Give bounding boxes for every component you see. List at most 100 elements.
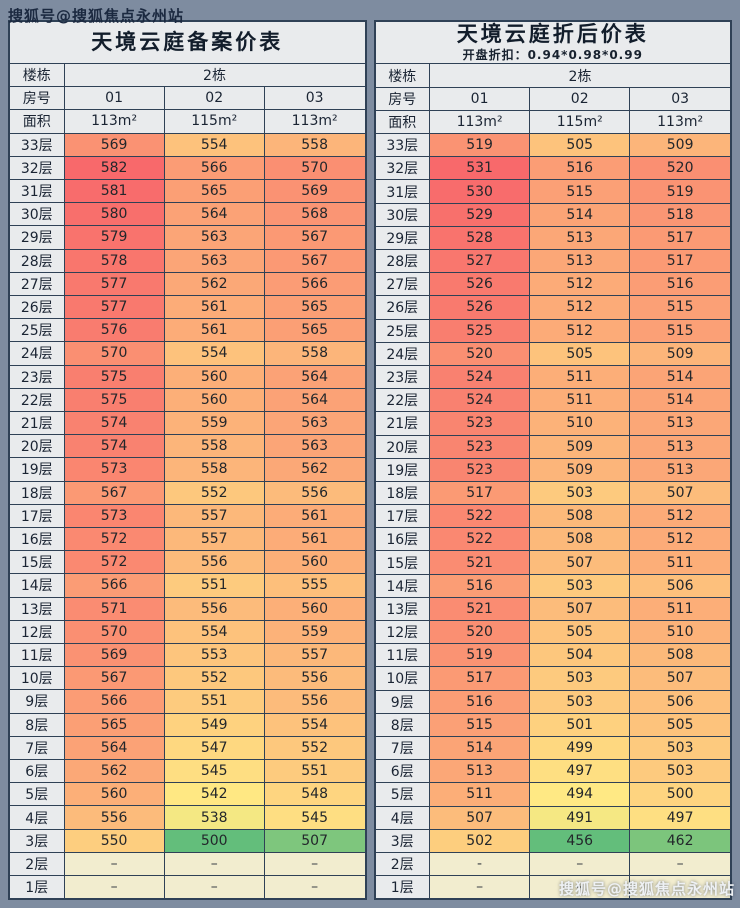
- price-cell: 530: [428, 179, 531, 204]
- price-cell: 513: [428, 759, 531, 784]
- floor-label: 17层: [374, 504, 430, 529]
- room-number: 03: [263, 86, 367, 111]
- floor-label: 13层: [8, 596, 65, 621]
- price-cell: 523: [428, 434, 531, 459]
- price-cell: 567: [63, 666, 165, 691]
- price-cell: 547: [163, 735, 265, 761]
- price-cell: 571: [63, 596, 165, 621]
- price-cell: 521: [428, 550, 531, 575]
- floor-label: 25层: [374, 318, 430, 343]
- price-cell: 569: [63, 642, 165, 668]
- price-cell: 515: [428, 712, 531, 737]
- price-cell: 566: [63, 689, 165, 714]
- price-cell: 573: [63, 457, 165, 482]
- price-cell: 505: [629, 712, 732, 737]
- floor-row: 1层 – – –: [374, 875, 732, 900]
- floor-label: 18层: [374, 480, 430, 506]
- floor-row: 25层 576 561 565: [8, 318, 367, 343]
- floor-label: 1层: [374, 875, 430, 900]
- floor-label: 3层: [8, 828, 65, 853]
- price-cell: 505: [529, 133, 631, 158]
- price-cell: 575: [63, 364, 165, 389]
- floor-row: 7层 514 499 503: [374, 735, 732, 761]
- floor-row: 22层 524 511 514: [374, 388, 732, 413]
- price-cell: 491: [529, 805, 631, 830]
- price-cell: 563: [263, 410, 367, 436]
- price-cell: 556: [263, 666, 367, 691]
- floor-row: 17层 573 557 561: [8, 503, 367, 528]
- price-cell: 579: [63, 225, 165, 250]
- floor-row: 18层 517 503 507: [374, 480, 732, 506]
- floor-row: 15层 572 556 560: [8, 550, 367, 575]
- floor-label: 15层: [374, 550, 430, 575]
- room-number: 01: [63, 86, 165, 111]
- price-cell: 556: [63, 805, 165, 830]
- price-cell: 556: [163, 596, 265, 621]
- area-value: 115m²: [529, 109, 631, 135]
- price-cell: –: [163, 851, 265, 877]
- price-cell: 556: [163, 550, 265, 575]
- price-cell: 558: [163, 457, 265, 482]
- price-cell: 551: [163, 689, 265, 714]
- floor-label: 22层: [374, 388, 430, 413]
- floor-label: 16层: [8, 526, 65, 552]
- price-cell: 462: [629, 828, 732, 853]
- area-value: 113m²: [629, 109, 732, 135]
- floor-label: 20层: [374, 434, 430, 459]
- table-title-cell: 天境云庭折后价表 开盘折扣：0.94*0.98*0.99: [374, 20, 732, 65]
- price-cell: -: [428, 851, 531, 877]
- floor-row: 28层 527 513 517: [374, 249, 732, 274]
- price-cell: 523: [428, 457, 531, 482]
- room-number: 03: [629, 86, 732, 111]
- floor-row: 19层 523 509 513: [374, 457, 732, 482]
- price-cell: 551: [263, 758, 367, 784]
- floor-row: 31层 530 515 519: [374, 179, 732, 204]
- building-value: 2栋: [63, 62, 366, 88]
- floor-row: 12层 570 554 559: [8, 619, 367, 644]
- floor-label: 31层: [8, 178, 65, 204]
- floor-row: 26层 526 512 515: [374, 295, 732, 320]
- room-row: 房号 01 02 03: [8, 86, 367, 111]
- floor-row: 18层 567 552 556: [8, 480, 367, 505]
- price-cell: 529: [428, 202, 531, 227]
- floor-label: 9层: [374, 689, 430, 714]
- price-cell: 499: [529, 735, 631, 761]
- price-cell: 517: [428, 480, 531, 506]
- floor-label: 10层: [8, 666, 65, 691]
- price-cell: 566: [163, 155, 265, 180]
- floor-row: 6层 513 497 503: [374, 759, 732, 784]
- price-cell: 577: [63, 271, 165, 296]
- floor-row: 31层 581 565 569: [8, 178, 367, 204]
- price-cell: 520: [428, 620, 531, 645]
- floor-label: 29层: [8, 225, 65, 250]
- price-cell: –: [629, 875, 732, 900]
- floor-label: 21层: [374, 411, 430, 436]
- floor-label: 16层: [374, 527, 430, 552]
- price-cell: 513: [629, 457, 732, 482]
- building-row: 楼栋 2栋: [8, 62, 366, 88]
- floor-label: 1层: [8, 875, 65, 900]
- floor-label: 12层: [8, 619, 65, 644]
- floor-label: 9层: [8, 689, 65, 714]
- floor-row: 2层 - – –: [374, 851, 732, 877]
- floor-label: 17层: [8, 503, 65, 528]
- price-cell: 557: [163, 503, 265, 528]
- floor-row: 11层 519 504 508: [374, 643, 732, 668]
- floor-label: 10层: [374, 666, 430, 691]
- floor-label: 19层: [8, 457, 65, 482]
- floor-label: 21层: [8, 410, 65, 436]
- floor-label: 20层: [8, 434, 65, 459]
- price-cell: 456: [529, 828, 631, 853]
- price-cell: 574: [63, 410, 165, 436]
- price-cell: 509: [529, 434, 631, 459]
- floor-row: 8层 515 501 505: [374, 712, 732, 737]
- price-cell: 565: [263, 318, 367, 343]
- price-cell: 501: [529, 712, 631, 737]
- price-cell: 507: [263, 828, 367, 853]
- price-cell: 556: [263, 480, 367, 505]
- price-cell: 511: [629, 550, 732, 575]
- floor-row: 33层 519 505 509: [374, 133, 732, 158]
- price-cell: 552: [263, 735, 367, 761]
- tables-container: 天境云庭备案价表 楼栋 2栋 房号 01 02 03 面积 113m²: [8, 20, 732, 900]
